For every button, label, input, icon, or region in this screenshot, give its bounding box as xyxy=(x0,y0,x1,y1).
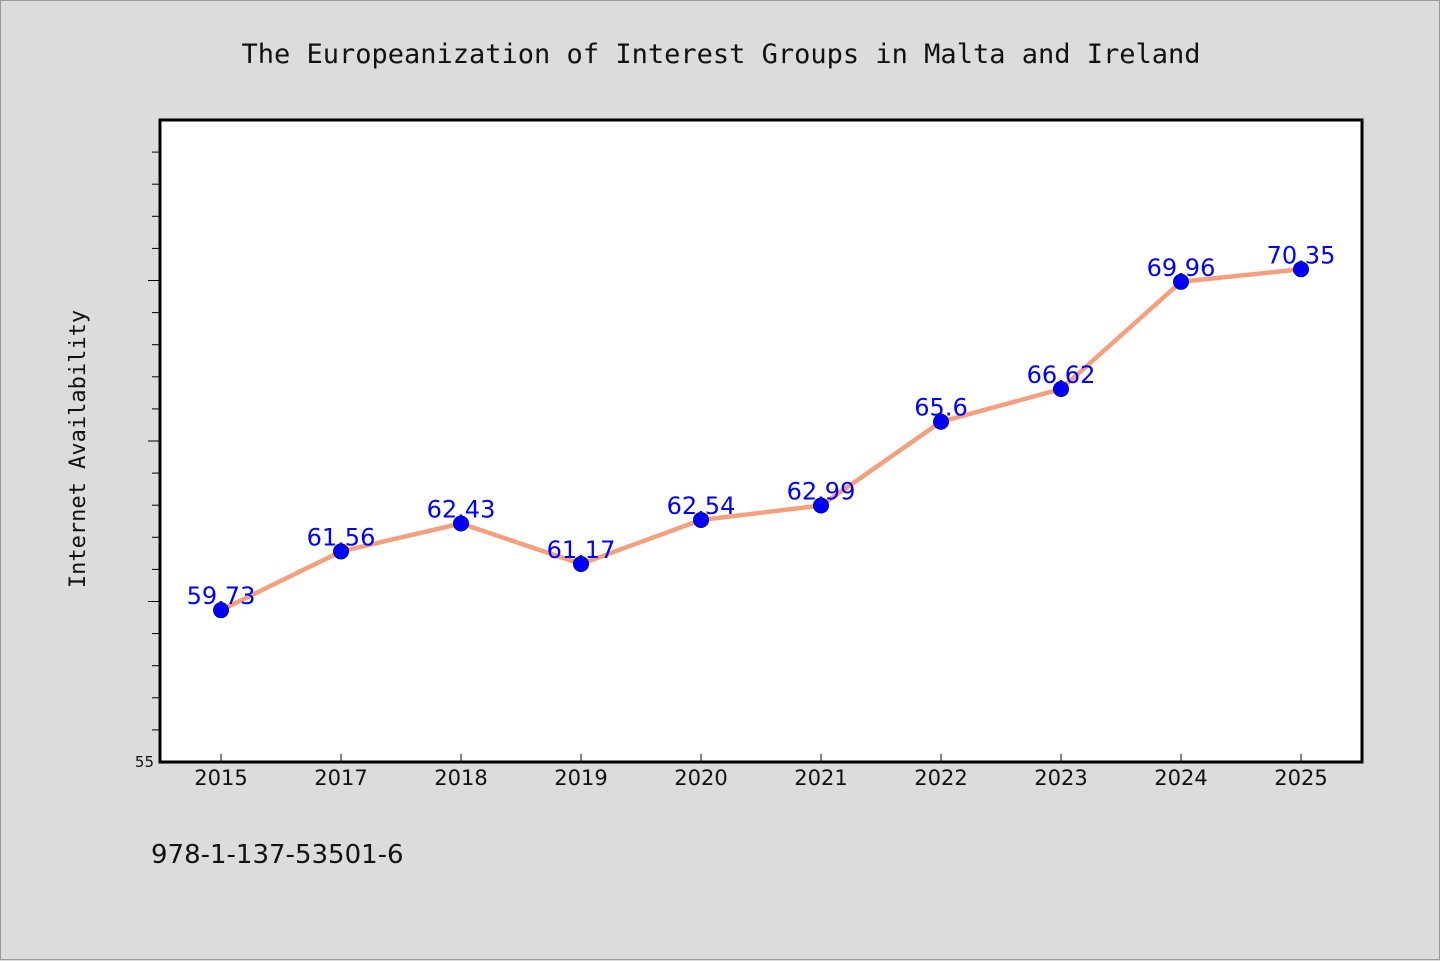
x-tick-label: 2015 xyxy=(194,766,247,790)
data-value-label: 69.96 xyxy=(1147,254,1216,282)
data-labels: 59.73 61.56 62.43 61.17 62.54 62.99 65.6 66.62 6… xyxy=(187,241,1336,610)
footer-isbn-text: 978-1-137-53501-6 xyxy=(151,840,404,870)
x-tick-label: 2018 xyxy=(434,766,487,790)
data-point xyxy=(453,515,469,532)
data-point xyxy=(693,511,709,528)
x-tick-label: 2017 xyxy=(314,766,367,790)
series-line xyxy=(218,267,1304,613)
data-point xyxy=(1173,273,1189,290)
data-point xyxy=(1053,380,1069,397)
data-point xyxy=(213,602,229,619)
x-tick-label: 2023 xyxy=(1034,766,1087,790)
data-point xyxy=(573,555,589,572)
data-series xyxy=(218,267,1304,613)
chart-title: The Europeanization of Interest Groups i… xyxy=(241,39,1200,70)
data-point xyxy=(333,543,349,560)
data-value-label: 65.6 xyxy=(914,394,967,422)
data-value-label: 62.43 xyxy=(427,495,496,523)
data-point xyxy=(933,413,949,430)
data-value-label: 61.17 xyxy=(547,536,616,564)
data-value-label: 61.56 xyxy=(307,523,376,551)
y-axis-label: Internet Availability xyxy=(66,310,91,588)
x-tick-label: 2025 xyxy=(1274,766,1327,790)
data-point xyxy=(1293,261,1309,278)
data-value-label: 66.62 xyxy=(1027,361,1096,389)
y-axis-ticks: 55 xyxy=(135,151,160,771)
x-tick-label: 2019 xyxy=(554,766,607,790)
data-value-label: 62.99 xyxy=(787,478,856,506)
x-axis-ticks: 2015 2017 2018 2019 2020 2021 2022 2023 2024 2025 xyxy=(194,754,1328,790)
x-tick-label: 2022 xyxy=(914,766,967,790)
data-value-label: 70.35 xyxy=(1267,241,1336,269)
x-tick-label: 2020 xyxy=(674,766,727,790)
data-value-label: 59.73 xyxy=(187,582,256,610)
x-tick-label: 2024 xyxy=(1154,766,1207,790)
data-point xyxy=(813,497,829,514)
data-markers xyxy=(213,261,1309,619)
plot-area xyxy=(158,118,1364,764)
x-tick-label: 2021 xyxy=(794,766,847,790)
data-value-label: 62.54 xyxy=(667,492,736,520)
y-tick-label: 55 xyxy=(135,753,154,771)
